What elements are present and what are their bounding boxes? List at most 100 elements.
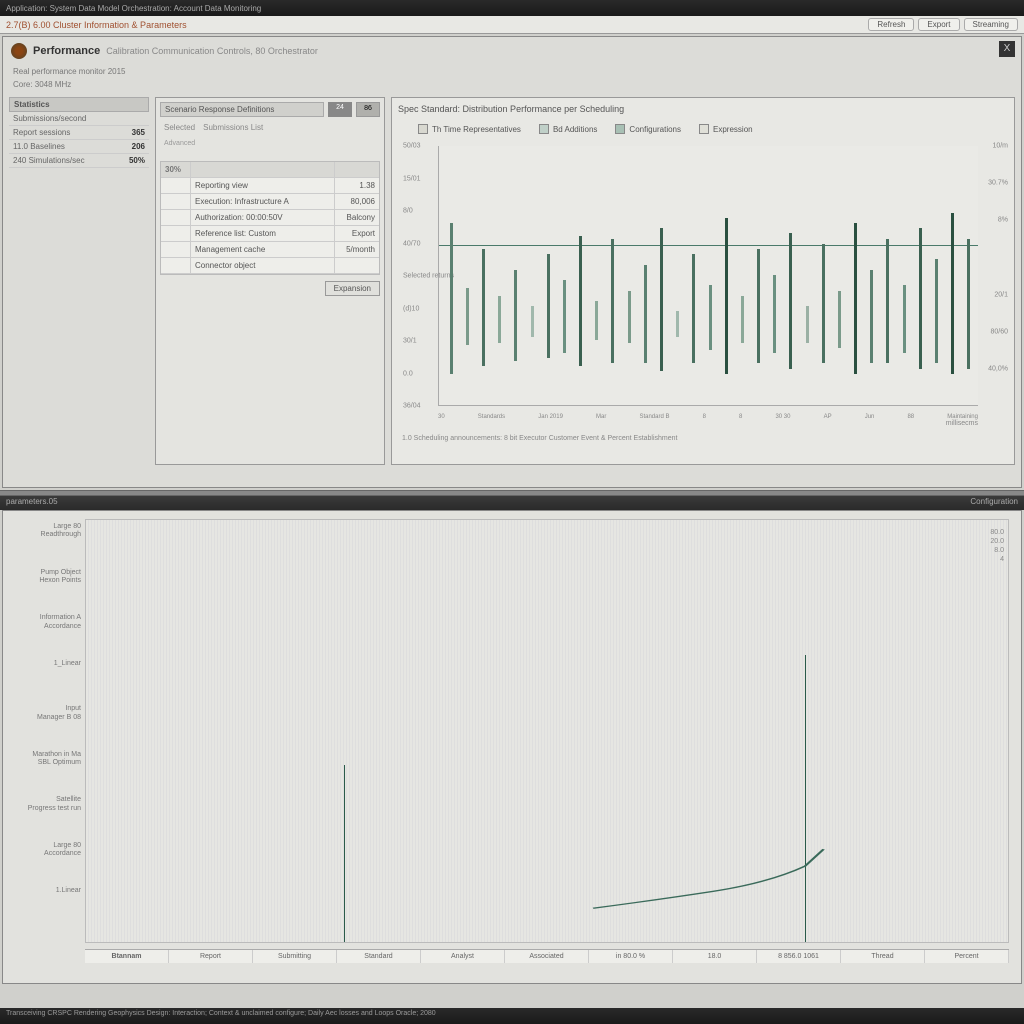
- chart-xlabel: 8: [703, 414, 706, 420]
- lower-ylabel: Marathon in MaSBL Optimum: [7, 751, 81, 768]
- statusbar: Transceiving CRSPC Rendering Geophysics …: [0, 1008, 1024, 1024]
- chart-yrlabel: 30.7%: [988, 180, 1008, 187]
- chart-yrlabel: 10/m: [992, 143, 1008, 150]
- sidebar: Statistics Submissions/secondReport sess…: [9, 97, 149, 465]
- lower-title-right: Configuration: [970, 497, 1018, 509]
- chart-xlabel: 88: [907, 414, 914, 420]
- lower-ylabel: SatelliteProgress test run: [7, 796, 81, 813]
- table-row[interactable]: Management cache5/month: [161, 242, 379, 258]
- sidebar-row: Report sessions365: [9, 126, 149, 140]
- lower-chart: 80.020.08.04: [85, 519, 1009, 943]
- menubar-info: 2.7(B) 6.00 Cluster Information & Parame…: [6, 20, 187, 30]
- sidebar-row: Submissions/second: [9, 112, 149, 126]
- lower-ylabel: Pump ObjectHexon Points: [7, 569, 81, 586]
- subheader-2: Core: 3048 MHz: [3, 78, 1021, 91]
- legend-item[interactable]: Configurations: [615, 124, 681, 134]
- lower-xcell[interactable]: Percent: [925, 950, 1009, 963]
- chart-bar: [595, 301, 598, 340]
- chart-bar: [741, 296, 744, 343]
- lower-xcell[interactable]: 8 856.0 1061: [757, 950, 841, 963]
- subheader-1: Real performance monitor 2015: [3, 65, 1021, 78]
- legend-item[interactable]: Th Time Representatives: [418, 124, 521, 134]
- tab-selected[interactable]: Selected: [164, 123, 195, 132]
- lower-xcell[interactable]: Analyst: [421, 950, 505, 963]
- chart-ylabel: 50/03: [403, 143, 421, 150]
- chart-yrlabel: 80/60: [990, 328, 1008, 335]
- chart-bar: [450, 223, 453, 374]
- tab-submissions[interactable]: Submissions List: [203, 123, 263, 132]
- chart-bar: [563, 280, 566, 353]
- table-row[interactable]: Connector object: [161, 258, 379, 274]
- lower-xcell[interactable]: Report: [169, 950, 253, 963]
- lower-title-left: parameters.05: [6, 497, 58, 509]
- chart-bar: [773, 275, 776, 353]
- chart-ylabel: Selected returns: [403, 273, 454, 280]
- chart-yrlabel: 8%: [998, 217, 1008, 224]
- chart-ylabel: 8/0: [403, 208, 413, 215]
- table-row[interactable]: Authorization: 00:00:50VBalcony: [161, 210, 379, 226]
- chart-bar: [789, 233, 792, 368]
- chart-ylabel: 0.0: [403, 370, 413, 377]
- chart-ylabel: 15/01: [403, 175, 421, 182]
- refresh-button[interactable]: Refresh: [868, 18, 914, 31]
- config-table: 30% Reporting view1.38Execution: Infrast…: [160, 161, 380, 275]
- chart-bar: [870, 270, 873, 364]
- config-badge-1: 24: [328, 102, 352, 117]
- app-icon: [11, 43, 27, 59]
- chart-bar: [806, 306, 809, 342]
- legend-item[interactable]: Bd Additions: [539, 124, 597, 134]
- lower-xcell[interactable]: in 80.0 %: [589, 950, 673, 963]
- table-row[interactable]: Reference list: CustomExport: [161, 226, 379, 242]
- chart-bar: [611, 239, 614, 364]
- menubar: 2.7(B) 6.00 Cluster Information & Parame…: [0, 16, 1024, 34]
- chart-ylabel: 36/04: [403, 403, 421, 410]
- table-row[interactable]: Execution: Infrastructure A80,006: [161, 194, 379, 210]
- chart-bar: [951, 213, 954, 374]
- lower-xcell[interactable]: Submitting: [253, 950, 337, 963]
- lower-pane: Large 80ReadthroughPump ObjectHexon Poin…: [2, 510, 1022, 984]
- lower-xcell[interactable]: Associated: [505, 950, 589, 963]
- chart-bar: [482, 249, 485, 366]
- window-titlebar: Application: System Data Model Orchestra…: [0, 0, 1024, 16]
- lower-xcell[interactable]: Thread: [841, 950, 925, 963]
- chart-bar: [822, 244, 825, 364]
- chart-bar: [886, 239, 889, 364]
- chart-xlabel: 30 30: [775, 414, 790, 420]
- chart-bar: [628, 291, 631, 343]
- chart-xlabel: Standard B: [639, 414, 669, 420]
- legend-item[interactable]: Expression: [699, 124, 753, 134]
- lower-ylabel: Large 80Accordance: [7, 842, 81, 859]
- chart-bar: [935, 259, 938, 363]
- config-panel: Scenario Response Definitions 24 86 Sele…: [155, 97, 385, 465]
- chart-xlabel: 8: [739, 414, 742, 420]
- streaming-button[interactable]: Streaming: [964, 18, 1018, 31]
- chart-yrlabel: 20/1: [994, 291, 1008, 298]
- chart-bar: [579, 236, 582, 366]
- lower-titlebar: parameters.05 Configuration: [0, 496, 1024, 510]
- lower-xcell[interactable]: Btannam: [85, 950, 169, 963]
- lower-curve: [86, 520, 1008, 942]
- chart-baseline: [439, 245, 978, 246]
- chart-xlabel: Jun: [865, 414, 875, 420]
- table-row[interactable]: Reporting view1.38: [161, 178, 379, 194]
- export-button[interactable]: Export: [918, 18, 959, 31]
- chart-bar: [660, 228, 663, 371]
- config-sub: Advanced: [160, 138, 380, 149]
- pane-title: Performance: [33, 45, 100, 57]
- chart-bar: [854, 223, 857, 374]
- chart-bar: [644, 265, 647, 364]
- chart-yrlabel: 40,0%: [988, 365, 1008, 372]
- chart-xaxis-label: millisecms: [398, 420, 978, 427]
- chart-bar: [838, 291, 841, 348]
- lower-xcell[interactable]: Standard: [337, 950, 421, 963]
- config-header: Scenario Response Definitions: [160, 102, 324, 117]
- pane-subtitle: Calibration Communication Controls, 80 O…: [106, 46, 318, 56]
- chart-bar: [531, 306, 534, 337]
- expansion-button[interactable]: Expansion: [325, 281, 380, 296]
- sidebar-header: Statistics: [9, 97, 149, 112]
- close-icon[interactable]: X: [999, 41, 1015, 57]
- chart-bar: [757, 249, 760, 363]
- chart-bar: [466, 288, 469, 345]
- lower-xcell[interactable]: 18.0: [673, 950, 757, 963]
- chart-xlabel: Jan 2019: [538, 414, 563, 420]
